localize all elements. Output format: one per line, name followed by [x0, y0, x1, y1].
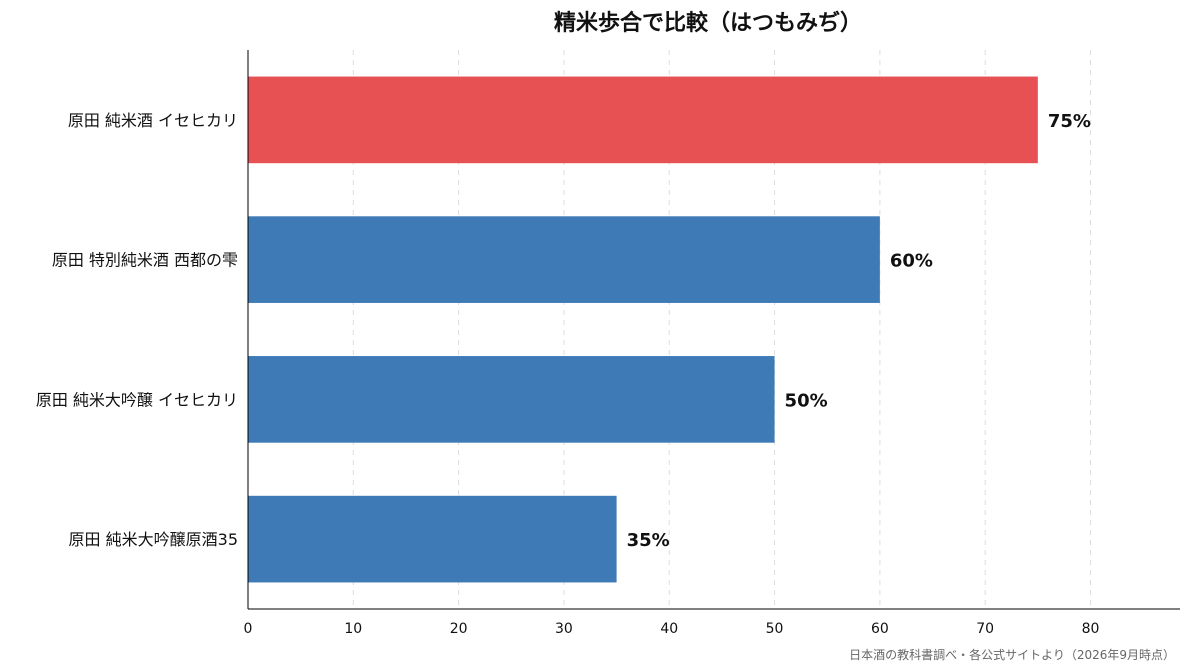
x-tick-label: 50 [766, 621, 784, 637]
x-tick-label: 60 [871, 621, 889, 637]
bar [248, 495, 617, 583]
category-label: 原田 特別純米酒 西都の雫 [52, 251, 238, 270]
x-tick-labels: 0 10 20 30 40 50 60 70 80 [244, 621, 1100, 637]
category-label: 原田 純米大吟醸 イセヒカリ [36, 390, 238, 409]
axes [247, 50, 1180, 610]
category-label: 原田 純米酒 イセヒカリ [68, 111, 238, 130]
x-tick-label: 0 [244, 621, 253, 637]
x-tick-label: 20 [450, 621, 468, 637]
x-tick-label: 30 [555, 621, 573, 637]
value-label: 35% [627, 530, 670, 551]
x-tick-label: 70 [976, 621, 994, 637]
x-tick-label: 10 [344, 621, 362, 637]
bars [248, 76, 1038, 583]
bar [248, 216, 880, 303]
value-label: 50% [785, 390, 828, 411]
bar [248, 76, 1038, 164]
value-label: 60% [890, 251, 933, 272]
bar [248, 356, 775, 443]
category-label: 原田 純米大吟醸原酒35 [69, 530, 238, 549]
value-label: 75% [1048, 111, 1091, 132]
x-tick-label: 80 [1082, 621, 1100, 637]
source-note: 日本酒の教科書調べ・各公式サイトより（2026年9月時点） [849, 647, 1175, 662]
chart-title: 精米歩合で比較（はつもみぢ） [554, 10, 862, 36]
value-labels: 75% 60% 50% 35% [627, 111, 1091, 551]
x-tick-label: 40 [660, 621, 678, 637]
